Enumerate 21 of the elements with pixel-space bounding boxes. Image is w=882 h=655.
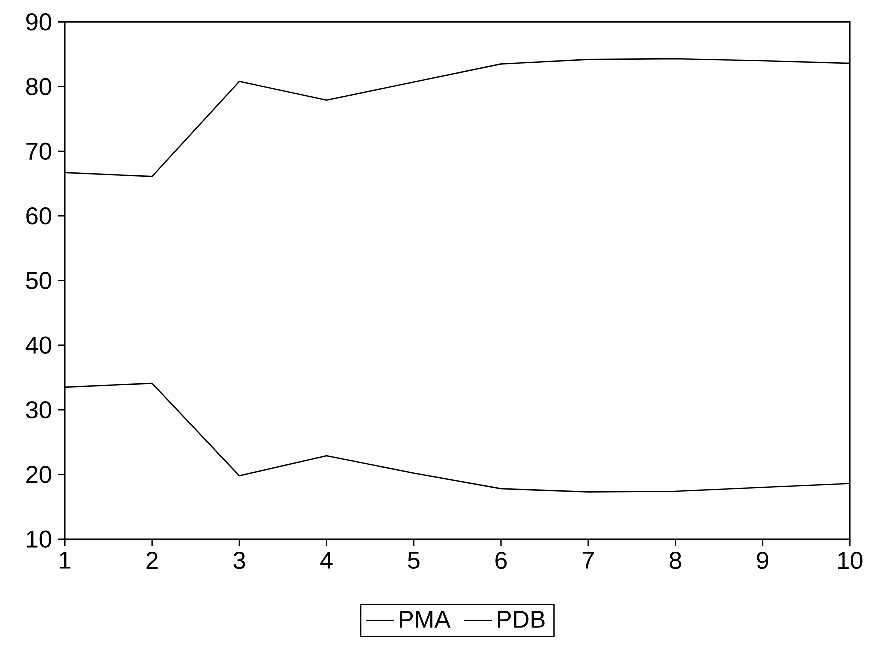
x-tick-label: 8	[670, 552, 682, 570]
y-tick-label: 10	[27, 530, 52, 548]
y-tick-label: 30	[26, 401, 52, 419]
x-tick-label: 2	[146, 552, 158, 569]
y-tick-label: 20	[26, 466, 52, 484]
y-tick-label: 50	[26, 272, 52, 290]
y-tick-label: 70	[26, 142, 52, 160]
y-tick-label: 90	[26, 13, 52, 31]
x-tick-label: 4	[320, 552, 333, 569]
x-tick-label: 10	[838, 552, 863, 570]
y-tick-label: 40	[26, 336, 52, 354]
y-tick-label: 80	[26, 78, 52, 96]
legend-label: PDB	[498, 611, 545, 628]
legend-label: PMA	[400, 611, 451, 628]
x-tick-label: 9	[757, 552, 768, 570]
x-tick-label: 7	[582, 552, 594, 569]
x-tick-label: 1	[60, 552, 71, 569]
x-tick-label: 6	[496, 552, 507, 570]
x-tick-label: 3	[234, 552, 246, 570]
x-tick-label: 5	[408, 552, 420, 569]
y-tick-label: 60	[26, 207, 52, 225]
